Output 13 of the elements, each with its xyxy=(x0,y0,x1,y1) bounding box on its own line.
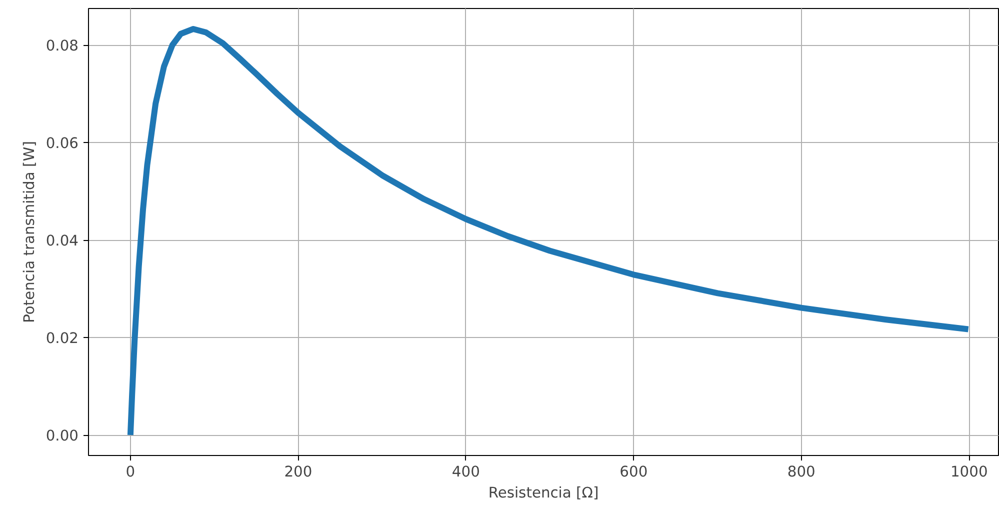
x-tick-label: 1000 xyxy=(950,464,988,480)
y-tick-label: 0.06 xyxy=(46,135,79,152)
y-tick-label: 0.00 xyxy=(46,428,79,445)
y-tick-label: 0.04 xyxy=(46,232,79,250)
x-tick-label: 600 xyxy=(620,464,648,480)
y-axis-title: Potencia transmitida [W] xyxy=(20,141,38,323)
y-tick-label: 0.08 xyxy=(46,38,79,55)
x-tick-label: 0 xyxy=(126,464,136,480)
y-tick-label: 0.02 xyxy=(46,330,79,348)
x-axis-title: Resistencia [Ω] xyxy=(488,484,599,502)
x-tick-label: 800 xyxy=(787,464,816,480)
x-tick-label: 200 xyxy=(284,464,312,480)
x-tick-label: 400 xyxy=(452,464,480,480)
